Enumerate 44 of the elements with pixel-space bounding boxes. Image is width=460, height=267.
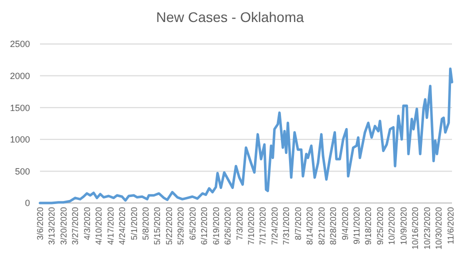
x-tick-label: 6/26/2020: [222, 206, 233, 245]
y-tick-label: 2500: [10, 39, 30, 50]
x-tick-label: 9/11/2020: [352, 206, 362, 244]
x-tick-label: 9/4/2020: [340, 206, 350, 240]
x-tick-label: 4/10/2020: [94, 206, 104, 245]
y-tick-label: 0: [24, 198, 30, 208]
x-tick-label: 7/17/2020: [258, 206, 268, 245]
x-tick-label: 3/6/2020: [34, 206, 45, 240]
y-tick-label: 2000: [10, 70, 30, 81]
x-tick-label: 3/13/2020: [46, 206, 57, 245]
x-tick-label: 10/23/2020: [422, 206, 432, 250]
x-tick-label: 8/28/2020: [328, 206, 338, 245]
x-tick-label: 7/3/2020: [234, 206, 244, 240]
x-tick-label: 8/21/2020: [316, 206, 326, 245]
x-tick-label: 6/19/2020: [210, 206, 221, 245]
x-tick-label: 4/17/2020: [105, 206, 116, 245]
y-tick-label: 1000: [10, 134, 30, 145]
x-tick-label: 10/16/2020: [410, 206, 420, 250]
x-tick-label: 5/29/2020: [176, 206, 186, 245]
x-tick-label: 9/25/2020: [374, 206, 385, 245]
x-tick-label: 5/8/2020: [140, 206, 150, 240]
x-tick-label: 9/18/2020: [363, 206, 374, 245]
x-tick-label: 7/10/2020: [246, 206, 256, 245]
y-tick-label: 1500: [10, 102, 30, 113]
x-tick-label: 10/2/2020: [386, 206, 397, 245]
x-tick-label: 8/14/2020: [304, 206, 315, 245]
x-tick-label: 4/24/2020: [117, 206, 128, 245]
x-tick-label: 5/15/2020: [152, 206, 162, 245]
x-tick-label: 5/22/2020: [164, 206, 174, 245]
x-tick-label: 11/6/2020: [445, 206, 456, 244]
x-tick-label: 7/24/2020: [269, 206, 280, 245]
x-tick-label: 4/3/2020: [82, 206, 92, 240]
x-tick-label: 3/20/2020: [58, 206, 68, 245]
x-tick-label: 3/27/2020: [70, 206, 80, 245]
y-tick-label: 500: [14, 166, 30, 176]
x-tick-label: 5/1/2020: [128, 206, 139, 240]
x-tick-label: 6/12/2020: [199, 206, 210, 245]
x-tick-label: 6/5/2020: [187, 206, 198, 240]
line-series: [38, 68, 454, 204]
x-tick-label: 7/31/2020: [281, 206, 292, 245]
chart-title: New Cases - Oklahoma: [156, 9, 304, 25]
x-tick-label: 10/9/2020: [398, 206, 408, 245]
x-tick-label: 10/30/2020: [434, 206, 444, 250]
x-tick-label: 8/7/2020: [292, 206, 303, 240]
